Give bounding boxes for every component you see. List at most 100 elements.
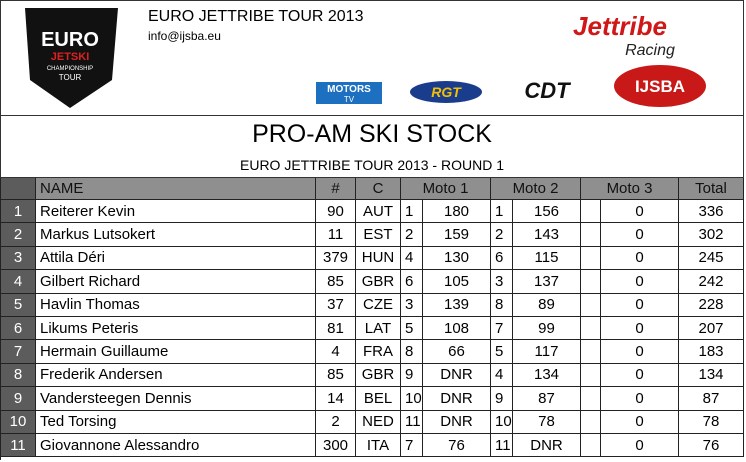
table-cell: 156 [513,200,581,224]
table-cell: 11 [491,434,513,458]
header-email: info@ijsba.eu [148,29,221,43]
table-cell: 9 [401,363,423,388]
table-cell: 87 [679,387,744,411]
table-cell: 0 [601,410,679,434]
table-cell: 6 [491,246,513,271]
table-cell: 302 [679,223,744,247]
table-cell: 10 [491,410,513,434]
empty-cell [581,317,601,341]
header-cell: Moto 2 [491,178,581,200]
empty-cell [581,340,601,364]
table-cell: 0 [601,434,679,458]
table-cell: DNR [423,363,491,388]
table-cell: 89 [513,293,581,317]
table-cell: 115 [513,246,581,271]
table-cell: GBR [356,363,401,388]
table-cell: 5 [401,317,423,341]
header-title: EURO JETTRIBE TOUR 2013 [148,8,364,25]
table-cell: Markus Lutsokert [36,223,316,247]
table-cell: 6 [401,270,423,294]
rank-cell: 2 [1,223,36,247]
table-cell: Giovannone Alessandro [36,434,316,458]
table-cell: Hermain Guillaume [36,340,316,364]
table-cell: 4 [401,246,423,271]
logo-text: MOTORS [327,84,371,95]
logo-text: TOUR [59,73,82,82]
table-cell: Likums Peteris [36,317,316,341]
table-cell: 11 [316,223,356,247]
header-box [0,0,744,116]
table-cell: 78 [513,410,581,434]
table-cell: 105 [423,270,491,294]
logo-text: CDT [524,78,571,103]
logo-text: Racing [625,42,675,59]
table-cell: 10 [401,387,423,411]
empty-cell [581,293,601,317]
logo-text: RGT [431,84,462,100]
table-cell: 87 [513,387,581,411]
rank-cell: 1 [1,200,36,224]
empty-cell [581,223,601,247]
table-cell: 8 [401,340,423,364]
empty-cell [581,410,601,434]
table-cell: 99 [513,317,581,341]
rank-cell: 5 [1,293,36,317]
table-cell: 8 [491,293,513,317]
rank-cell: 8 [1,363,36,388]
rank-cell: 3 [1,246,36,271]
rank-cell: 10 [1,410,36,434]
logo-text: JETSKI [51,51,90,63]
empty-cell [581,246,601,271]
logo-text: TV [344,95,355,104]
table-cell: GBR [356,270,401,294]
table-cell: 0 [601,317,679,341]
table-cell: 180 [423,200,491,224]
header-cell: C [356,178,401,200]
table-cell: 4 [491,363,513,388]
table-cell: DNR [423,410,491,434]
header-cell: NAME [36,178,316,200]
table-cell: 4 [316,340,356,364]
table-cell: DNR [513,434,581,458]
rank-cell: 6 [1,317,36,341]
table-cell: 78 [679,410,744,434]
table-cell: 3 [401,293,423,317]
table-cell: 143 [513,223,581,247]
logo-text: IJSBA [635,77,685,96]
rank-cell: 11 [1,434,36,458]
table-cell: 137 [513,270,581,294]
header-cell: # [316,178,356,200]
rank-cell: 7 [1,340,36,364]
table-cell: 245 [679,246,744,271]
table-cell: 379 [316,246,356,271]
table-cell: 2 [401,223,423,247]
table-cell: 0 [601,387,679,411]
header-cell: Moto 1 [401,178,491,200]
table-cell: DNR [423,387,491,411]
table-cell: 7 [491,317,513,341]
table-cell: FRA [356,340,401,364]
rank-cell: 4 [1,270,36,294]
empty-cell [581,200,601,224]
table-cell: 0 [601,363,679,388]
logos: EURO JETSKI CHAMPIONSHIP TOUR Jettribe R… [25,8,706,108]
table-cell: 134 [513,363,581,388]
header-cell: Total [679,178,744,200]
table-cell: 0 [601,246,679,271]
table-cell: ITA [356,434,401,458]
title-box [0,116,744,178]
table-cell: 1 [491,200,513,224]
table-cell: 0 [601,293,679,317]
table-cell: CZE [356,293,401,317]
table-cell: LAT [356,317,401,341]
motors-logo [316,82,382,104]
shield-logo [25,8,118,108]
table-cell: 300 [316,434,356,458]
header-cell [1,178,36,200]
table-cell: 0 [601,340,679,364]
table-cell: 85 [316,363,356,388]
logo-text: EURO [41,29,99,51]
table-cell: 0 [601,270,679,294]
table-cell: 2 [316,410,356,434]
